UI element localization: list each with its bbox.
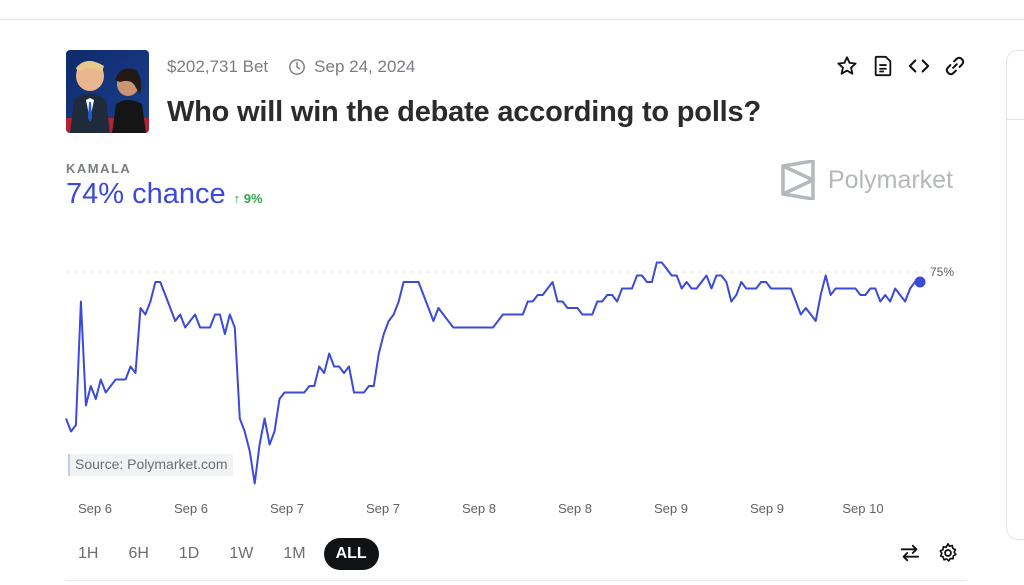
outcome-label: KAMALA (66, 161, 132, 176)
settings-icon[interactable] (936, 541, 960, 565)
x-tick-label: Sep 8 (462, 501, 496, 516)
x-tick-label: Sep 9 (654, 501, 688, 516)
right-side-panel (1006, 50, 1024, 540)
end-date-text: Sep 24, 2024 (314, 57, 416, 76)
chance-display: 74% chance ↑ 9% (66, 178, 263, 211)
document-icon[interactable] (871, 54, 895, 78)
brand-name: Polymarket (828, 165, 954, 194)
x-tick-label: Sep 9 (750, 501, 784, 516)
x-tick-label: Sep 7 (270, 501, 304, 516)
source-caption: Source: Polymarket.com (68, 454, 233, 476)
timeframe-1w[interactable]: 1W (229, 545, 254, 562)
chart-tools (898, 541, 960, 565)
x-tick-label: Sep 10 (842, 501, 883, 516)
star-icon[interactable] (835, 54, 859, 78)
chance-delta: ↑ 9% (233, 191, 263, 206)
x-tick-label: Sep 6 (174, 501, 208, 516)
timeframe-1d[interactable]: 1D (178, 545, 200, 562)
top-bar (0, 0, 1024, 20)
market-actions (835, 54, 967, 78)
code-icon[interactable] (907, 54, 931, 78)
timeframe-1h[interactable]: 1H (78, 545, 99, 562)
market-title: Who will win the debate according to pol… (167, 96, 761, 128)
volume-text: $202,731 Bet (167, 57, 269, 76)
market-meta: $202,731 Bet Sep 24, 2024 (167, 57, 415, 77)
timeframe-6h[interactable]: 6H (128, 545, 149, 562)
market-image (66, 50, 149, 133)
timeframe-selector: 1H 6H 1D 1W 1M ALL (66, 538, 379, 570)
current-point[interactable] (914, 276, 926, 288)
chance-value: 74% chance (66, 178, 226, 210)
current-value-label: 75% (930, 265, 954, 279)
panel-divider (1007, 119, 1024, 120)
bottom-divider (66, 580, 966, 581)
probability-chart[interactable]: 75% Sep 6 Sep 6 Sep 7 Sep 7 Sep 8 Sep 8 Sep 9 S… (0, 230, 1000, 530)
timeframe-all[interactable]: ALL (323, 538, 379, 570)
x-tick-label: Sep 7 (366, 501, 400, 516)
timeframe-1m[interactable]: 1M (283, 545, 306, 562)
x-tick-label: Sep 6 (78, 501, 112, 516)
polymarket-icon (781, 160, 815, 200)
clock-icon (289, 59, 306, 75)
swap-icon[interactable] (898, 541, 922, 565)
x-tick-label: Sep 8 (558, 501, 592, 516)
price-line (65, 261, 920, 485)
link-icon[interactable] (943, 54, 967, 78)
polymarket-logo: Polymarket (780, 160, 953, 200)
